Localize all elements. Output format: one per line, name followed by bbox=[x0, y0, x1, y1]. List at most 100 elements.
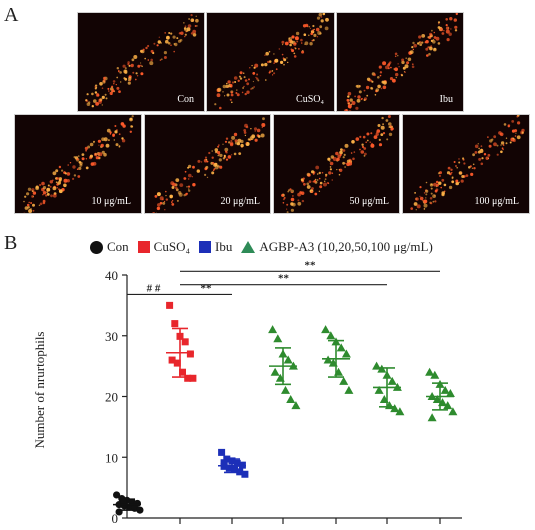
data-point bbox=[189, 374, 197, 382]
fluorescent-cell bbox=[356, 98, 361, 103]
fluorescent-cell bbox=[208, 151, 211, 155]
fluorescent-cell bbox=[290, 197, 295, 202]
fluorescent-cell bbox=[401, 58, 405, 62]
fluorescent-cell bbox=[185, 29, 189, 32]
fluorescent-cell bbox=[435, 36, 440, 41]
fluorescent-cell bbox=[430, 183, 433, 185]
fluorescent-cell bbox=[389, 125, 392, 127]
fluorescent-cell bbox=[450, 28, 452, 30]
data-point bbox=[427, 413, 437, 422]
fluorescent-cell bbox=[474, 151, 478, 154]
fluorescent-cell bbox=[233, 152, 237, 156]
fluorescent-cell bbox=[369, 141, 371, 143]
fluorescent-cell bbox=[261, 123, 266, 127]
fluorescent-cell bbox=[253, 86, 255, 88]
fluorescent-cell bbox=[268, 60, 272, 63]
fluorescent-cell bbox=[94, 153, 97, 156]
fluorescent-cell bbox=[419, 43, 423, 46]
data-point bbox=[241, 470, 249, 478]
fluorescent-cell bbox=[309, 42, 313, 46]
fluorescent-cell bbox=[439, 27, 444, 32]
fluorescent-cell bbox=[98, 144, 100, 146]
fluorescent-cell bbox=[150, 58, 153, 62]
fluorescent-cell bbox=[294, 42, 297, 45]
legend-label: CuSO₄ bbox=[153, 239, 190, 254]
fluorescent-cell bbox=[190, 14, 193, 17]
fluorescent-cell bbox=[436, 183, 439, 187]
fluorescent-cell bbox=[103, 152, 107, 157]
fluorescent-cell bbox=[413, 43, 417, 48]
fluorescent-cell bbox=[273, 72, 276, 75]
fluorescent-cell bbox=[273, 53, 275, 55]
fluorescent-cell bbox=[407, 57, 412, 62]
fluorescent-cell bbox=[360, 98, 363, 101]
fluorescent-cell bbox=[72, 177, 75, 180]
fluorescence-image bbox=[85, 14, 199, 108]
fluorescent-cell bbox=[348, 161, 353, 166]
fluorescent-cell bbox=[286, 208, 288, 210]
fluorescent-cell bbox=[458, 161, 461, 164]
fluorescent-cell bbox=[293, 55, 297, 58]
fluorescent-cell bbox=[233, 76, 238, 80]
fluorescent-cell bbox=[254, 63, 259, 68]
fluorescent-cell bbox=[281, 40, 285, 44]
y-tick-label: 0 bbox=[112, 511, 119, 526]
fluorescent-cell bbox=[278, 48, 280, 50]
fluorescence-image bbox=[281, 115, 394, 213]
fluorescent-cell bbox=[517, 121, 521, 125]
fluorescent-cell bbox=[188, 178, 190, 180]
fluorescent-cell bbox=[101, 87, 104, 89]
fluorescent-cell bbox=[46, 193, 50, 196]
fluorescent-cell bbox=[308, 180, 312, 183]
fluorescent-cell bbox=[511, 129, 516, 133]
fluorescent-cell bbox=[144, 57, 146, 60]
fluorescent-cell bbox=[173, 50, 175, 53]
fluorescent-cell bbox=[355, 137, 360, 141]
fluorescent-cell bbox=[30, 202, 33, 204]
fluorescent-cell bbox=[124, 67, 127, 70]
data-point bbox=[390, 404, 400, 413]
fluorescent-cell bbox=[204, 173, 207, 176]
fluorescent-cell bbox=[370, 86, 373, 90]
fluorescent-cell bbox=[171, 203, 175, 206]
fluorescent-cell bbox=[379, 71, 383, 74]
fluorescent-cell bbox=[180, 31, 184, 35]
fluorescent-cell bbox=[312, 173, 315, 175]
data-point bbox=[218, 448, 226, 456]
fluorescent-cell bbox=[471, 167, 474, 169]
fluorescent-cell bbox=[319, 181, 323, 185]
fluorescent-cell bbox=[268, 50, 271, 53]
fluorescent-cell bbox=[217, 145, 220, 148]
fluorescent-cell bbox=[366, 139, 369, 142]
fluorescent-cell bbox=[77, 175, 81, 178]
micrograph-10-ug: 10 μg/mL bbox=[14, 114, 142, 214]
fluorescent-cell bbox=[131, 58, 135, 62]
fluorescent-cell bbox=[224, 147, 229, 152]
fluorescent-cell bbox=[235, 92, 238, 94]
fluorescent-cell bbox=[102, 80, 106, 84]
fluorescent-cell bbox=[244, 134, 247, 137]
fluorescent-cell bbox=[160, 58, 163, 61]
fluorescent-cell bbox=[265, 51, 269, 56]
fluorescent-cell bbox=[382, 123, 384, 126]
fluorescent-cell bbox=[177, 39, 182, 43]
fluorescent-cell bbox=[84, 146, 88, 150]
fluorescent-cell bbox=[311, 190, 314, 193]
fluorescent-cell bbox=[487, 136, 489, 138]
fluorescent-cell bbox=[318, 171, 321, 175]
fluorescent-cell bbox=[411, 46, 414, 49]
fluorescent-cell bbox=[168, 32, 171, 34]
fluorescent-cell bbox=[425, 189, 429, 193]
fluorescent-cell bbox=[45, 194, 48, 197]
data-point bbox=[291, 401, 301, 410]
fluorescent-cell bbox=[400, 74, 404, 77]
fluorescent-cell bbox=[109, 91, 113, 95]
fluorescent-cell bbox=[105, 97, 108, 100]
data-point bbox=[113, 491, 121, 499]
fluorescent-cell bbox=[445, 29, 450, 34]
fluorescent-cell bbox=[325, 173, 328, 177]
fluorescent-cell bbox=[119, 71, 122, 74]
fluorescent-cell bbox=[309, 27, 311, 29]
fluorescent-cell bbox=[192, 29, 197, 34]
fluorescent-cell bbox=[238, 75, 241, 78]
